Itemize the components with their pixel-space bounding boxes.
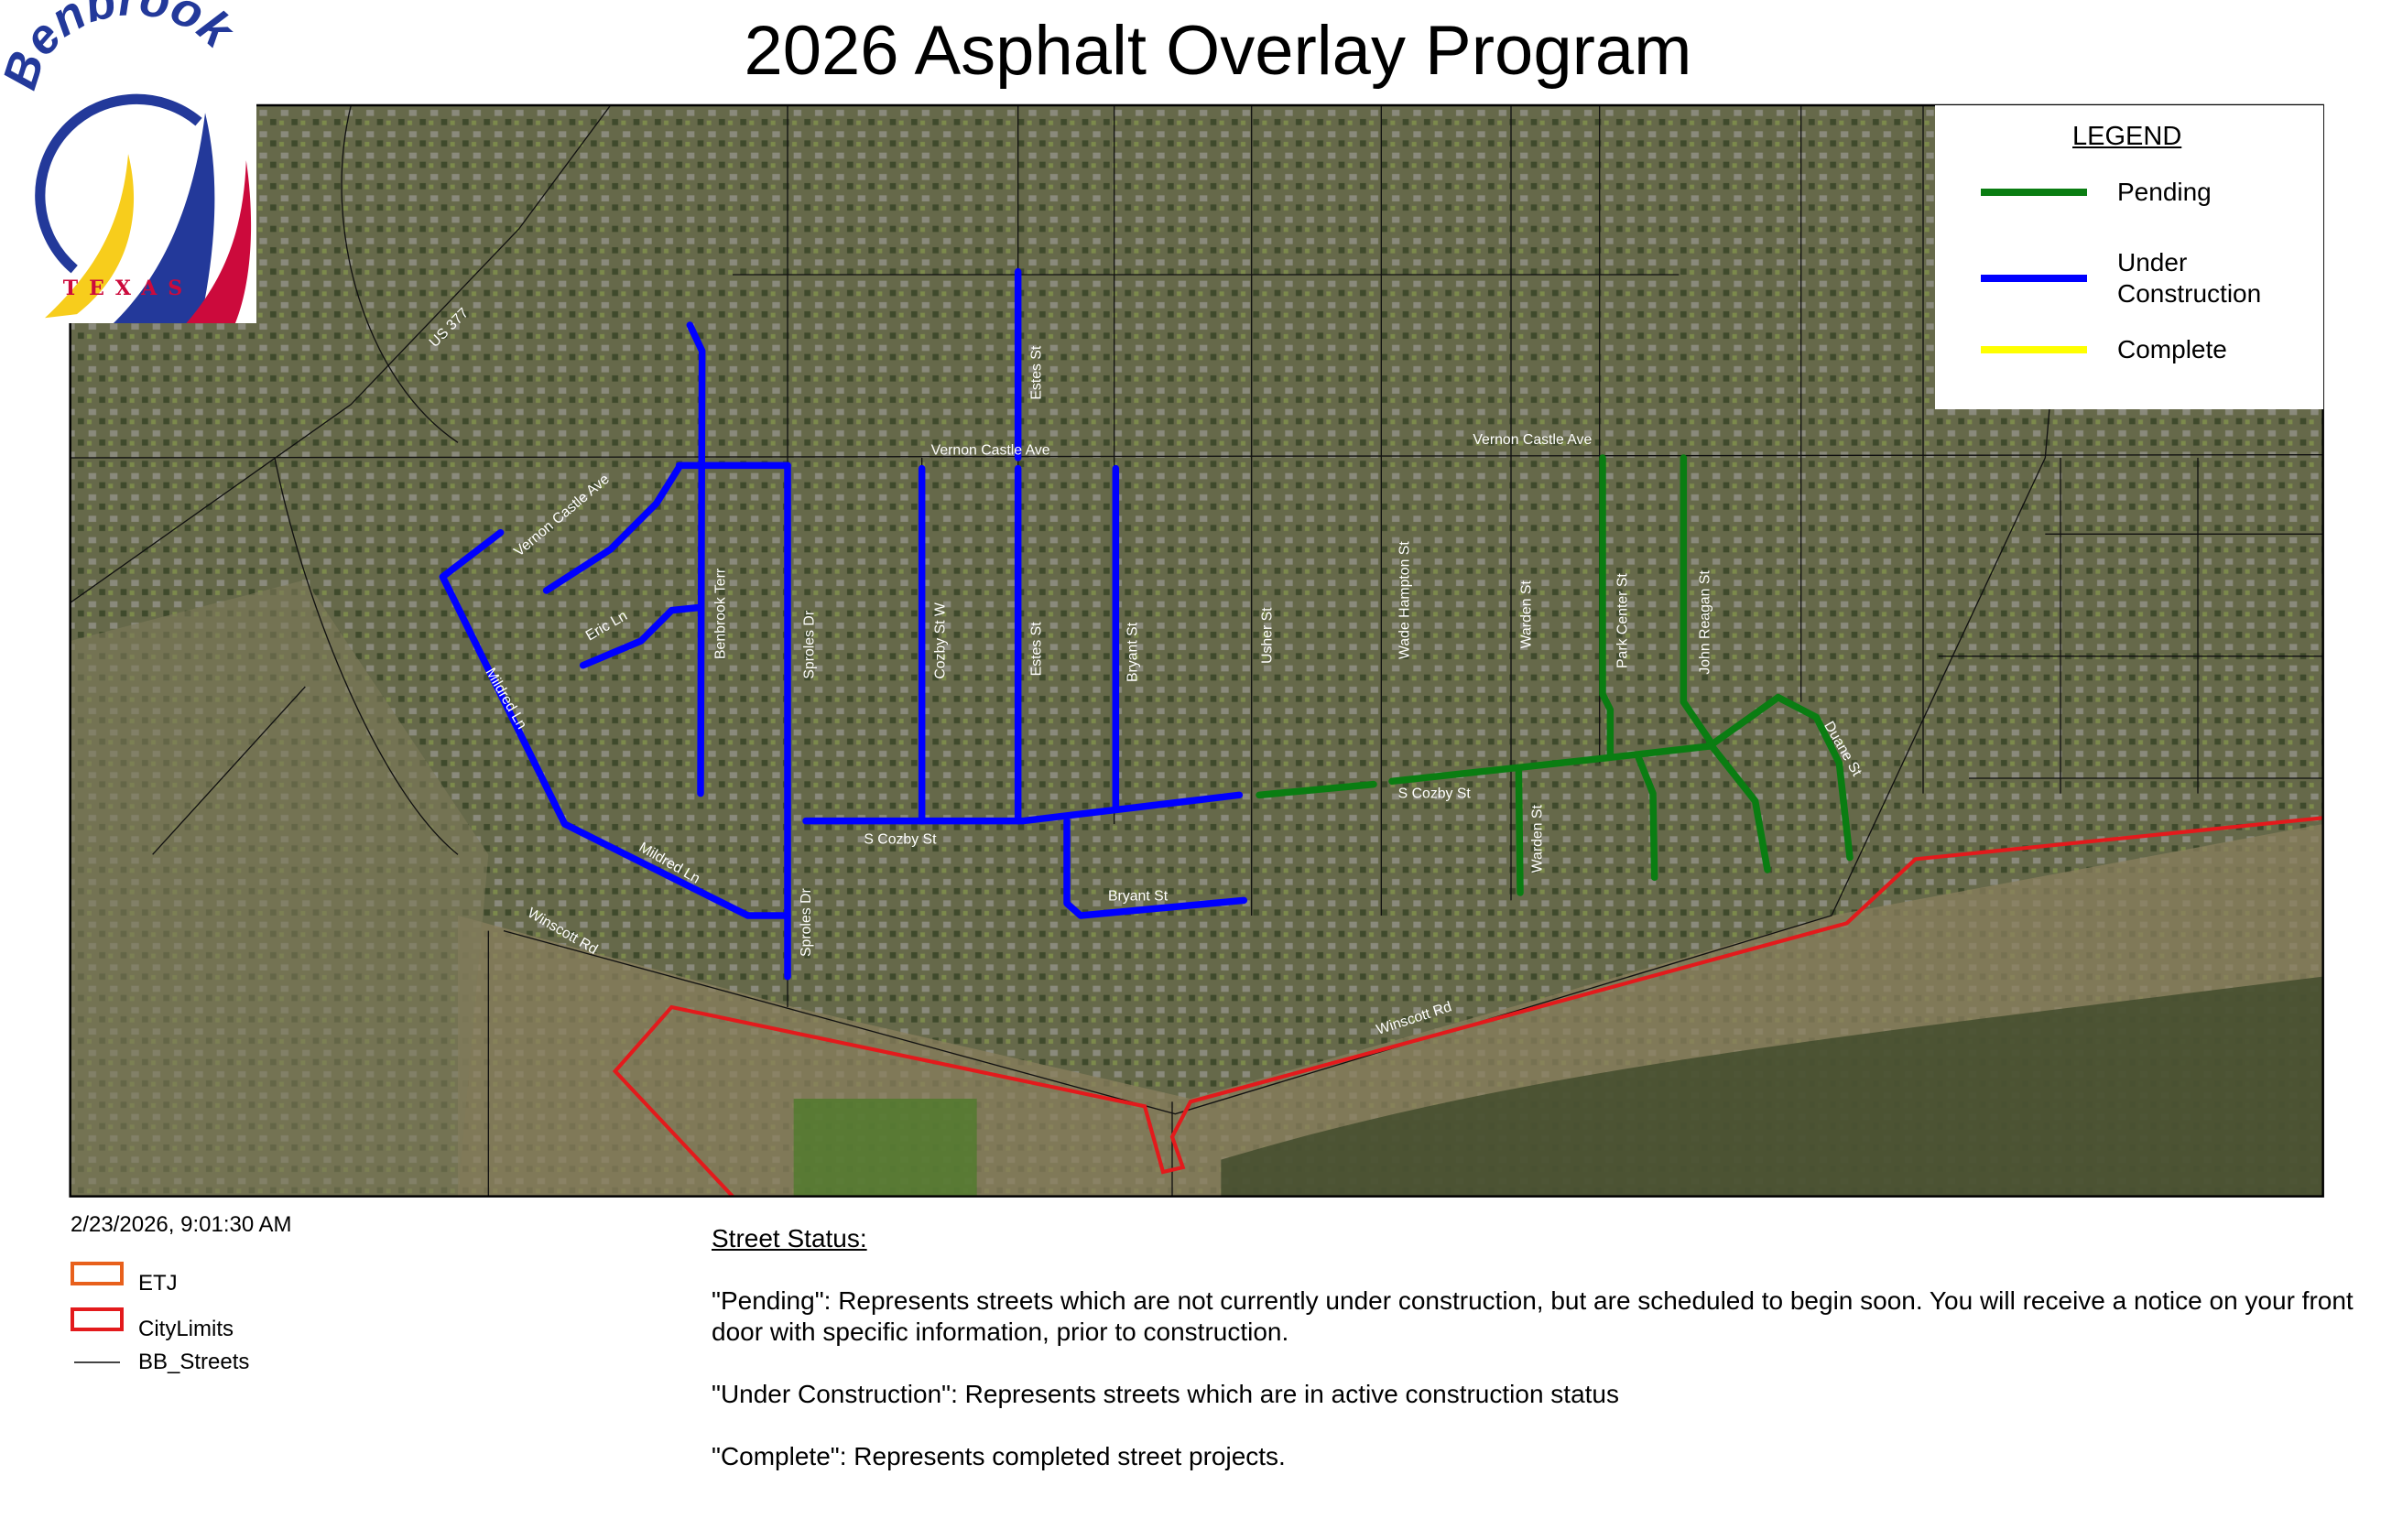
note-complete: "Complete": Represents completed street … [712, 1442, 1286, 1470]
route-pending[interactable] [1599, 454, 1615, 759]
street-label: John Reagan St [1698, 570, 1713, 675]
layer-key-citylimits: CityLimits [71, 1296, 234, 1342]
status-legend: LEGEND Pending Under Construction Comple… [1935, 105, 2323, 409]
route-pending[interactable] [1515, 764, 1524, 896]
street-label: Wade Hampton St [1397, 541, 1412, 659]
street-label: Vernon Castle Ave [931, 443, 1050, 459]
route-pending[interactable] [1634, 752, 1658, 882]
street-line [341, 104, 459, 443]
street-label: Bryant St [1125, 622, 1141, 682]
street-label: S Cozby St [1398, 786, 1472, 802]
street-line [274, 457, 459, 855]
street-line [70, 453, 2323, 459]
city-limits-boundary [612, 816, 2323, 1197]
route-under-construction[interactable] [439, 528, 791, 919]
street-label: Warden St [1529, 805, 1545, 873]
street-line [152, 686, 306, 855]
layer-key-label: BB_Streets [138, 1350, 250, 1374]
legend-item-pending: Pending [1981, 177, 2300, 208]
benbrook-logo: Benbrook TEXAS [0, 0, 256, 357]
legend-title: LEGEND [2072, 122, 2182, 151]
route-pending[interactable] [1705, 739, 1771, 873]
complete-swatch [1981, 346, 2087, 353]
citylimits-swatch [71, 1307, 124, 1331]
street-label: Vernon Castle Ave [1473, 432, 1592, 448]
sailboat-logo-icon: Benbrook [0, 0, 252, 357]
under-construction-swatch [1981, 275, 2087, 282]
street-label: Sproles Dr [799, 888, 814, 957]
layer-key-label: ETJ [138, 1271, 178, 1296]
legend-item-under-construction: Under Construction [1981, 247, 2300, 309]
timestamp: 2/23/2026, 9:01:30 AM [71, 1212, 292, 1237]
route-under-construction[interactable] [686, 321, 706, 797]
route-under-construction[interactable] [542, 463, 683, 594]
route-under-construction[interactable] [802, 791, 1244, 825]
legend-label: Pending [2117, 178, 2212, 206]
street-status-heading: Street Status: [712, 1224, 867, 1253]
legend-label: Complete [2117, 335, 2227, 363]
street-label: Warden St [1519, 580, 1535, 649]
legend-item-complete: Complete [1981, 334, 2300, 365]
note-under-construction: "Under Construction": Represents streets… [712, 1380, 1619, 1408]
street-label: Benbrook Terr [713, 568, 729, 659]
route-under-construction[interactable] [579, 603, 704, 669]
street-label: Estes St [1029, 622, 1045, 677]
etj-swatch [71, 1262, 124, 1285]
street-label: S Cozby St [864, 832, 937, 848]
street-label: Usher St [1259, 607, 1275, 664]
pending-swatch [1981, 189, 2087, 196]
map-frame [69, 103, 2324, 1198]
streets-swatch [74, 1361, 120, 1363]
logo-state-text: TEXAS [62, 277, 194, 300]
street-label: Sproles Dr [801, 610, 817, 678]
route-pending[interactable] [1774, 693, 1854, 862]
route-pending[interactable] [1680, 454, 1713, 744]
layer-key-streets: BB_Streets [71, 1350, 249, 1375]
street-label: Park Center St [1615, 573, 1631, 668]
note-pending: "Pending": Represents streets which are … [712, 1286, 2354, 1346]
legend-label: Under Construction [2117, 248, 2262, 308]
page-title: 2026 Asphalt Overlay Program [744, 12, 1692, 90]
street-line [70, 104, 612, 603]
layer-key-etj: ETJ [71, 1251, 178, 1296]
street-label: Estes St [1029, 345, 1045, 400]
route-under-construction[interactable] [1063, 817, 1248, 919]
street-label: Cozby St W [933, 602, 949, 679]
street-status-notes: Street Status: "Pending": Represents str… [712, 1223, 2360, 1503]
street-label: Bryant St [1108, 888, 1169, 904]
route-pending[interactable] [1256, 693, 1782, 799]
layer-key-label: CityLimits [138, 1317, 234, 1341]
